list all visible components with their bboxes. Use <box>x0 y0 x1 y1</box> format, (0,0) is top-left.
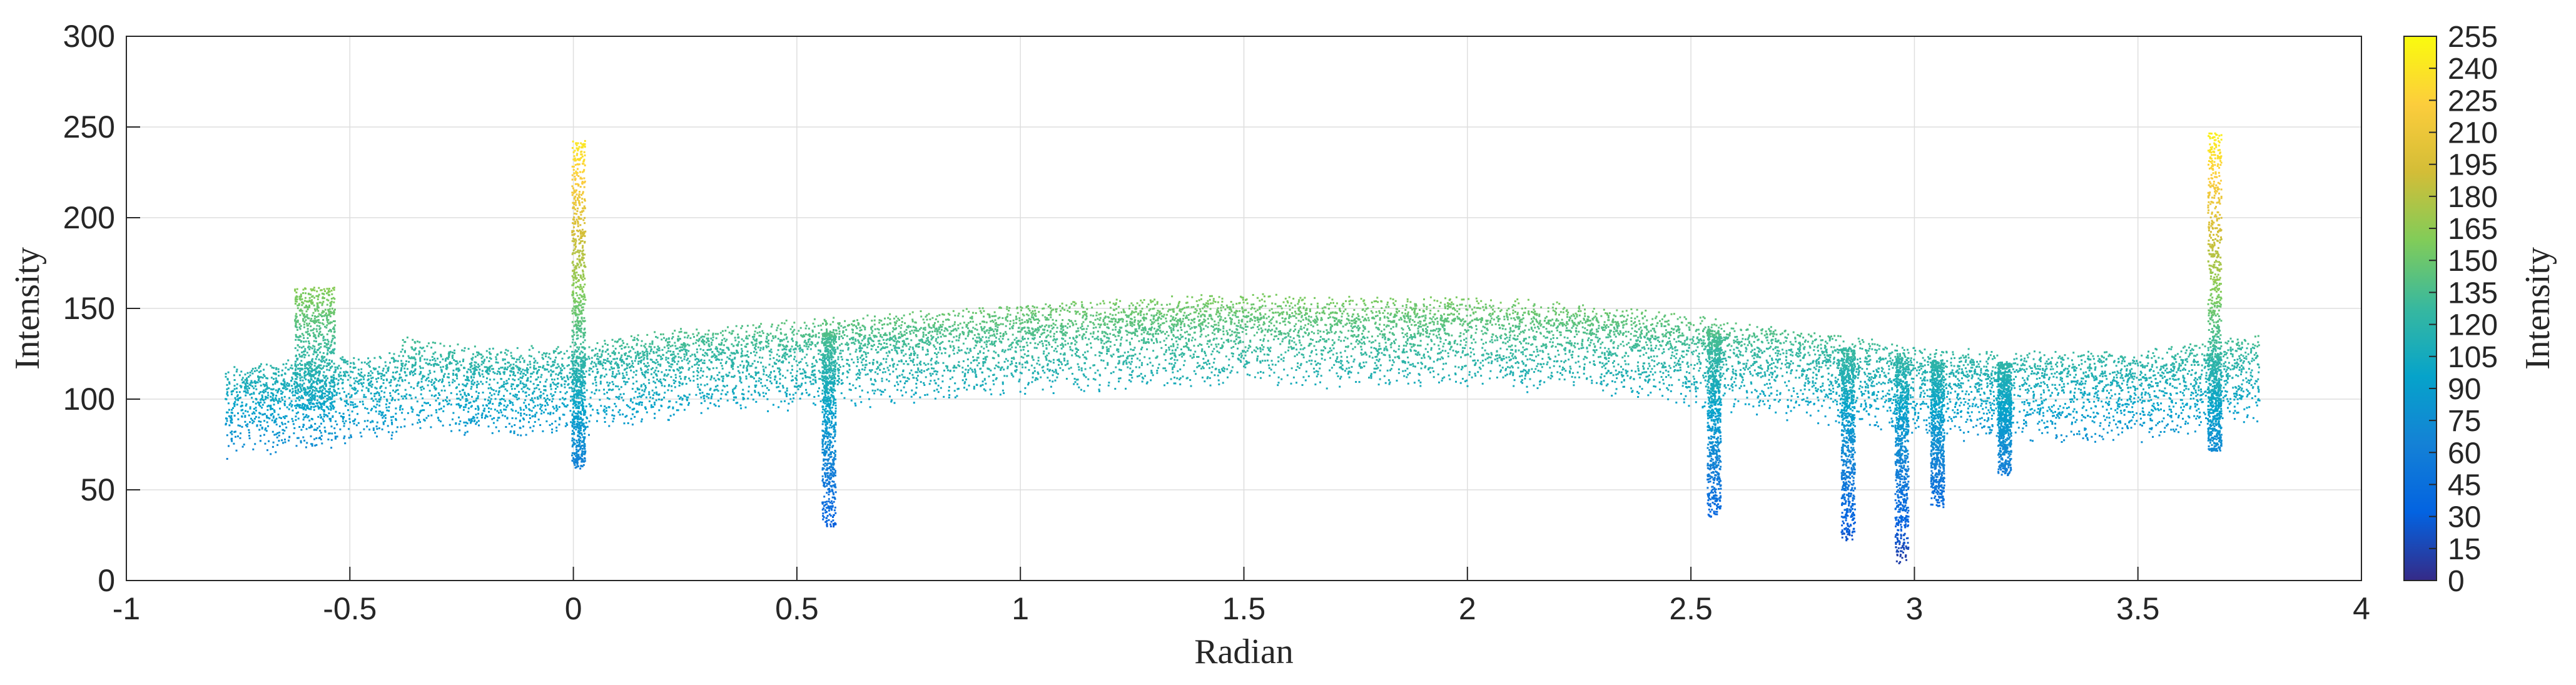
colorbar-tick-label-15: 225 <box>2448 84 2498 118</box>
colorbar-tick-label-1: 15 <box>2448 533 2481 566</box>
colorbar-tick-label-2: 30 <box>2448 501 2481 534</box>
colorbar-tick-label-11: 165 <box>2448 213 2498 246</box>
colorbar-ticks: 0153045607590105120135150165180195210225… <box>2429 21 2498 598</box>
scatter-point-group-13 <box>226 434 2223 447</box>
y-tick-label-6: 300 <box>63 19 115 54</box>
scatter-point-group-12 <box>228 444 2223 457</box>
scatter-point-group-39 <box>572 150 2223 163</box>
scatter-point-group-36 <box>571 183 2223 196</box>
scatter-point-group-9 <box>821 477 1945 490</box>
x-axis-ticks: -1 -0.5 0 0.5 1 1.5 2 2.5 3 3.5 4 <box>113 567 2370 626</box>
scatter-point-group-21 <box>294 346 2259 360</box>
scatter-point-group-4 <box>1841 532 1909 544</box>
x-tick-label-7: 2.5 <box>1669 591 1713 626</box>
y-axis-ticks: 0 50 100 150 200 250 300 <box>63 19 140 598</box>
scatter-point-group-16 <box>226 400 2258 414</box>
y-tick-label-4: 200 <box>63 200 115 235</box>
colorbar-tick-label-7: 105 <box>2448 341 2498 374</box>
grid-lines <box>126 36 2362 581</box>
scatter-point-group-30 <box>571 249 2222 261</box>
x-tick-label-5: 1.5 <box>1222 591 1266 626</box>
scatter-point-group-35 <box>572 195 2223 206</box>
x-tick-label-2: 0 <box>565 591 582 626</box>
colorbar-tick-label-12: 180 <box>2448 181 2498 214</box>
x-axis-label: Radian <box>1194 632 1294 671</box>
scatter-point-group-27 <box>294 281 2222 293</box>
scatter-point-group-10 <box>574 466 2012 479</box>
x-tick-label-8: 3 <box>1905 591 1923 626</box>
scatter-point-group-3 <box>1895 542 1910 554</box>
scatter-point-group-38 <box>571 161 2223 175</box>
scatter-point-group-17 <box>225 390 2261 403</box>
scatter-points <box>225 132 2261 564</box>
colorbar-tick-label-4: 60 <box>2448 437 2481 470</box>
scatter-point-group-5 <box>824 520 1910 534</box>
colorbar <box>2403 36 2437 581</box>
colorbar-tick-label-14: 210 <box>2448 117 2498 150</box>
y-tick-label-1: 50 <box>80 472 115 507</box>
scatter-point-group-32 <box>571 226 2223 240</box>
colorbar-tick-label-5: 75 <box>2448 405 2481 438</box>
scatter-point-group-31 <box>571 238 2223 250</box>
x-tick-label-10: 4 <box>2353 591 2370 626</box>
scatter-point-group-26 <box>294 292 2223 305</box>
colorbar-label: Intensity <box>2518 247 2557 370</box>
y-axis-label: Intensity <box>8 247 47 370</box>
scatter-point-group-28 <box>571 270 2221 283</box>
scatter-point-group-29 <box>571 260 2223 272</box>
scatter-point-group-41 <box>2208 132 2223 141</box>
scatter-point-group-20 <box>233 357 2260 370</box>
scatter-point-group-7 <box>821 499 1945 512</box>
scatter-point-group-6 <box>822 509 1910 523</box>
scatter-point-group-22 <box>295 335 2260 348</box>
x-tick-label-0: -1 <box>113 591 140 626</box>
colorbar-tick-label-16: 240 <box>2448 53 2498 86</box>
colorbar-tick-label-9: 135 <box>2448 277 2498 310</box>
colorbar-tick-label-17: 255 <box>2448 21 2498 54</box>
colorbar-tick-label-10: 150 <box>2448 245 2498 278</box>
x-tick-label-1: -0.5 <box>323 591 377 626</box>
scatter-point-group-14 <box>225 422 2223 436</box>
y-tick-label-5: 250 <box>63 109 115 145</box>
scatter-point-group-2 <box>1895 554 1907 564</box>
scatter-point-group-23 <box>295 325 2259 338</box>
colorbar-tick-label-0: 0 <box>2448 565 2465 598</box>
scatter-point-group-15 <box>225 412 2259 425</box>
scatter-point-group-37 <box>571 172 2222 185</box>
y-tick-label-2: 100 <box>63 382 115 417</box>
colorbar-tick-label-6: 90 <box>2448 373 2481 406</box>
x-tick-label-6: 2 <box>1459 591 1476 626</box>
scatter-point-group-18 <box>226 379 2260 392</box>
colorbar-tick-label-13: 195 <box>2448 149 2498 182</box>
scatter-point-group-25 <box>295 303 2222 316</box>
scatter-point-group-24 <box>294 313 2223 327</box>
scatter-point-group-34 <box>572 205 2221 218</box>
x-tick-label-3: 0.5 <box>775 591 819 626</box>
scatter-point-group-11 <box>226 455 2012 469</box>
x-tick-label-9: 3.5 <box>2116 591 2160 626</box>
colorbar-tick-label-3: 45 <box>2448 469 2481 502</box>
y-tick-label-3: 150 <box>63 291 115 326</box>
scatter-point-group-19 <box>225 368 2260 382</box>
x-tick-label-4: 1 <box>1012 591 1029 626</box>
y-tick-label-0: 0 <box>98 563 115 598</box>
scatter-point-group-40 <box>571 140 2221 153</box>
colorbar-tick-label-8: 120 <box>2448 309 2498 342</box>
